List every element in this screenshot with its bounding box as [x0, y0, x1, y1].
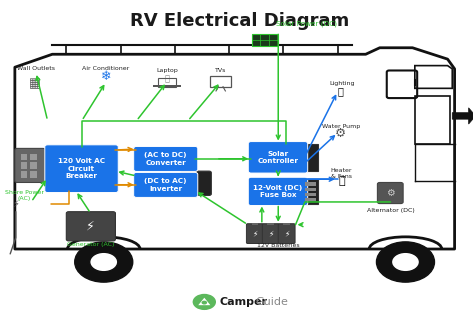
- Bar: [252, 34, 278, 46]
- Text: TVs: TVs: [215, 68, 227, 73]
- FancyBboxPatch shape: [303, 179, 318, 203]
- Text: Solar Power (DC): Solar Power (DC): [276, 20, 337, 27]
- Bar: [283, 223, 290, 225]
- Bar: [153, 85, 181, 87]
- FancyBboxPatch shape: [181, 171, 211, 196]
- FancyBboxPatch shape: [278, 224, 295, 244]
- Text: Laptop: Laptop: [156, 68, 178, 73]
- Circle shape: [192, 294, 216, 310]
- Text: 120 Volt AC
Circuit
Breaker: 120 Volt AC Circuit Breaker: [58, 158, 105, 179]
- Circle shape: [90, 252, 118, 272]
- Bar: [30, 171, 37, 178]
- Text: ❄: ❄: [101, 70, 111, 83]
- Text: Camper: Camper: [219, 297, 267, 307]
- Bar: [267, 223, 274, 225]
- Text: ⚡: ⚡: [268, 229, 273, 238]
- FancyBboxPatch shape: [45, 145, 118, 193]
- Circle shape: [201, 301, 207, 304]
- Bar: [305, 183, 316, 186]
- Text: 🔥: 🔥: [338, 176, 345, 186]
- Text: Wall Outlets: Wall Outlets: [17, 67, 55, 71]
- Text: Shore Power
(AC): Shore Power (AC): [5, 190, 44, 201]
- Bar: [30, 154, 37, 160]
- FancyBboxPatch shape: [246, 224, 263, 244]
- Bar: [305, 198, 316, 201]
- Text: Solar
Controller: Solar Controller: [257, 151, 299, 164]
- Bar: [305, 188, 316, 191]
- Text: ⚡: ⚡: [86, 220, 95, 233]
- Bar: [21, 171, 27, 178]
- Text: (AC to DC)
Converter: (AC to DC) Converter: [145, 152, 187, 166]
- FancyBboxPatch shape: [15, 148, 45, 183]
- Text: Alternator (DC): Alternator (DC): [366, 208, 414, 213]
- Polygon shape: [198, 298, 210, 305]
- Text: Generator (AC): Generator (AC): [67, 242, 114, 247]
- Text: 12-Volt (DC)
Fuse Box: 12-Volt (DC) Fuse Box: [254, 185, 302, 198]
- Text: RV Electrical Diagram: RV Electrical Diagram: [130, 12, 349, 30]
- Circle shape: [392, 252, 419, 272]
- FancyBboxPatch shape: [248, 177, 308, 205]
- FancyBboxPatch shape: [303, 144, 318, 171]
- Text: Guide: Guide: [255, 297, 288, 307]
- Text: ▦: ▦: [28, 77, 40, 90]
- FancyBboxPatch shape: [134, 146, 198, 171]
- Text: 12V Batteries: 12V Batteries: [257, 243, 300, 248]
- FancyBboxPatch shape: [262, 224, 279, 244]
- Text: ⚡: ⚡: [252, 229, 257, 238]
- Text: (DC to AC)
Inverter: (DC to AC) Inverter: [145, 178, 187, 192]
- Text: Lighting: Lighting: [329, 81, 355, 86]
- Text: Air Conditioner: Air Conditioner: [82, 67, 130, 71]
- Text: 💡: 💡: [337, 87, 343, 96]
- Circle shape: [376, 242, 435, 282]
- Text: ⚙: ⚙: [335, 127, 346, 140]
- Bar: [30, 162, 37, 169]
- Text: ⬛: ⬛: [164, 74, 169, 83]
- Polygon shape: [452, 108, 474, 124]
- Bar: [252, 223, 258, 225]
- Circle shape: [75, 242, 133, 282]
- Bar: [21, 162, 27, 169]
- Text: Heater
& Fans: Heater & Fans: [331, 168, 352, 179]
- Text: Water Pump: Water Pump: [322, 124, 361, 129]
- Text: ⚡: ⚡: [12, 199, 19, 209]
- FancyBboxPatch shape: [248, 141, 308, 173]
- FancyBboxPatch shape: [134, 172, 198, 198]
- FancyBboxPatch shape: [377, 183, 403, 203]
- Text: ⚡: ⚡: [284, 229, 289, 238]
- Bar: [21, 154, 27, 160]
- Bar: [305, 193, 316, 196]
- Text: ⚙: ⚙: [386, 188, 395, 198]
- FancyBboxPatch shape: [66, 212, 116, 241]
